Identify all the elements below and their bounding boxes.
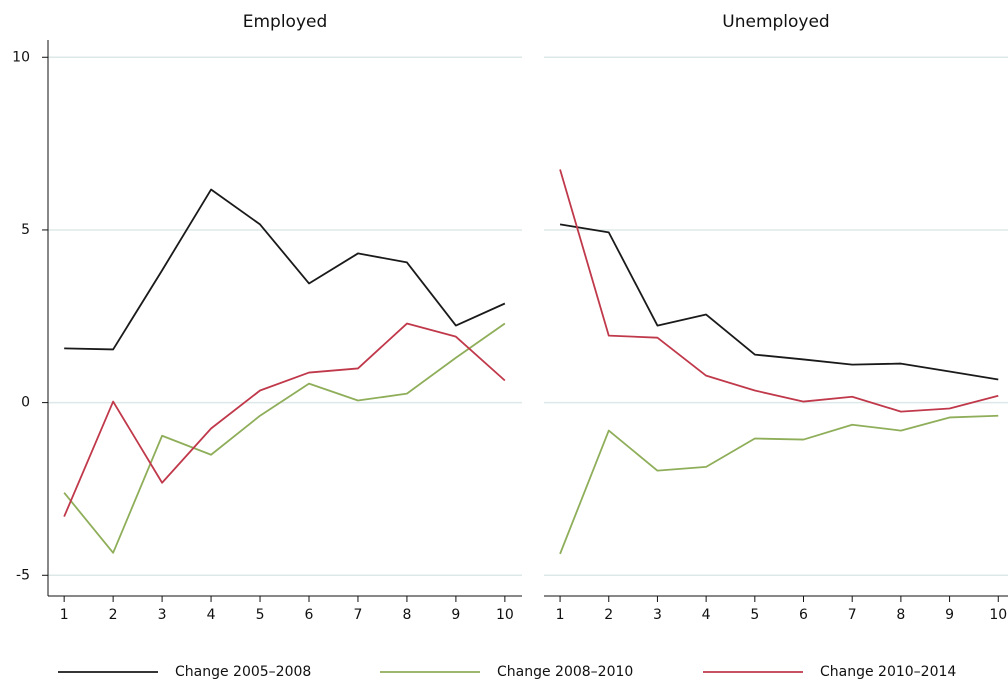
panel-title: Employed [243,12,328,32]
series-line [63,322,506,554]
x-tick-label: 7 [848,607,857,623]
x-tick-label: 8 [896,607,905,623]
panel-title: Unemployed [722,12,829,32]
legend-label: Change 2008–2010 [497,664,633,680]
x-tick-label: 8 [402,607,411,623]
x-tick-label: 3 [158,607,167,623]
x-tick-label: 2 [604,607,613,623]
x-tick-label: 4 [702,607,711,623]
x-tick-label: 3 [653,607,662,623]
x-tick-label: 2 [109,607,118,623]
legend-label: Change 2005–2008 [175,664,311,680]
y-tick-label: 5 [21,222,30,238]
x-tick-label: 1 [556,607,565,623]
x-tick-label: 9 [451,607,460,623]
x-tick-label: 5 [256,607,265,623]
series-line [559,223,999,381]
series-line [64,188,506,351]
y-tick-label: 10 [12,49,30,65]
x-tick-label: 6 [799,607,808,623]
x-tick-label: 9 [945,607,954,623]
y-tick-label: -5 [16,567,30,583]
legend-label: Change 2010–2014 [820,664,956,680]
series-line [559,414,999,555]
x-tick-label: 10 [989,607,1007,623]
x-tick-label: 4 [207,607,216,623]
y-tick-label: 0 [21,395,30,411]
x-tick-label: 5 [750,607,759,623]
x-tick-label: 7 [353,607,362,623]
x-tick-label: 10 [496,607,514,623]
series-line [63,322,506,517]
x-tick-label: 1 [60,607,69,623]
x-tick-label: 6 [305,607,314,623]
series-line [559,169,999,413]
